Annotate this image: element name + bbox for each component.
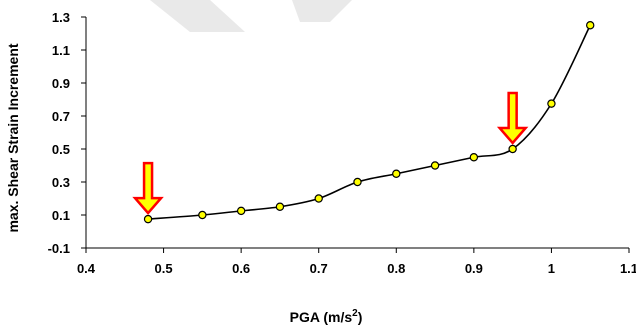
y-tick-label: 1.3 <box>52 10 70 25</box>
data-point <box>236 206 246 216</box>
x-tick-label: 0.9 <box>465 261 483 276</box>
down-arrow-annotation <box>132 161 164 216</box>
data-point <box>586 21 595 30</box>
data-point <box>508 144 517 154</box>
data-point <box>430 161 440 170</box>
y-tick-label: 0.7 <box>52 109 70 124</box>
data-point <box>392 169 401 178</box>
data-markers <box>143 21 595 224</box>
y-tick-label: 0.1 <box>52 208 70 223</box>
data-point <box>143 214 153 224</box>
x-axis-title: PGA (m/s2) <box>290 308 363 325</box>
data-point <box>275 202 285 211</box>
x-tick-label: 0.4 <box>77 261 96 276</box>
y-axis-title: max. Shear Strain Increment <box>5 43 21 232</box>
x-tick-label: 1 <box>548 261 555 276</box>
data-point <box>314 194 323 203</box>
axes <box>81 16 630 253</box>
y-tick-label: 1.1 <box>52 43 70 58</box>
y-tick-label: 0.5 <box>52 142 70 157</box>
y-tick-label: -0.1 <box>48 241 70 256</box>
data-point <box>198 210 207 220</box>
y-tick-label: 0.9 <box>52 76 70 91</box>
data-point <box>353 177 362 187</box>
x-tick-label: 0.8 <box>387 261 405 276</box>
series-line <box>147 24 591 220</box>
x-tick-label: 0.7 <box>310 261 328 276</box>
data-point <box>469 153 479 162</box>
y-tick-labels: -0.1 0.1 0.3 0.5 0.7 0.9 1.1 1.3 <box>48 10 70 256</box>
annotation-arrows <box>132 91 529 216</box>
y-tick-label: 0.3 <box>52 175 70 190</box>
x-tick-labels: 0.4 0.5 0.6 0.7 0.8 0.9 1 1.1 <box>77 261 636 276</box>
x-tick-label: 0.6 <box>232 261 250 276</box>
background-watermark <box>150 0 352 32</box>
x-tick-label: 0.5 <box>155 261 173 276</box>
data-point <box>547 99 556 108</box>
x-tick-label: 1.1 <box>620 261 636 276</box>
down-arrow-annotation <box>496 91 529 145</box>
